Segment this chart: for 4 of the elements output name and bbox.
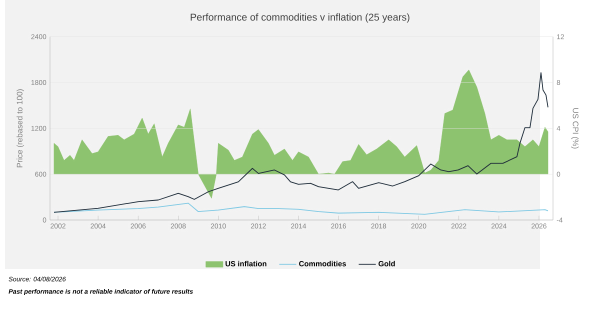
y-axis-title: Price (rebased to 100) [16, 89, 24, 168]
y2-axis-title: US CPI (%) [571, 108, 579, 149]
line-series [54, 202, 548, 215]
chart-title: Performance of commodities v inflation (25 years) [190, 13, 410, 23]
